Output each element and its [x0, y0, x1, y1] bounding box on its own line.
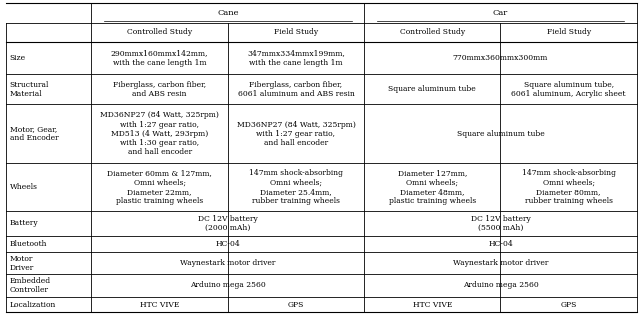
Text: Waynestark motor driver: Waynestark motor driver	[452, 259, 548, 267]
Text: Field Study: Field Study	[274, 29, 318, 36]
Text: Embedded
Controller: Embedded Controller	[10, 277, 51, 294]
Text: Localization: Localization	[10, 300, 56, 309]
Text: GPS: GPS	[561, 300, 577, 309]
Text: Controlled Study: Controlled Study	[127, 29, 192, 36]
Text: Fiberglass, carbon fiber,
6061 aluminum and ABS resin: Fiberglass, carbon fiber, 6061 aluminum …	[237, 81, 355, 98]
Text: Square aluminum tube: Square aluminum tube	[388, 85, 476, 93]
Text: DC 12V battery
(2000 mAh): DC 12V battery (2000 mAh)	[198, 215, 258, 232]
Text: Diameter 60mm & 127mm,
Omni wheels;
Diameter 22mm,
plastic training wheels: Diameter 60mm & 127mm, Omni wheels; Diam…	[108, 169, 212, 205]
Text: Fiberglass, carbon fiber,
and ABS resin: Fiberglass, carbon fiber, and ABS resin	[113, 81, 206, 98]
Text: GPS: GPS	[288, 300, 304, 309]
Text: HC-04: HC-04	[488, 240, 513, 248]
Text: MD36NP27 (84 Watt, 325rpm)
with 1:27 gear ratio,
MD513 (4 Watt, 293rpm)
with 1:3: MD36NP27 (84 Watt, 325rpm) with 1:27 gea…	[100, 111, 219, 156]
Text: Structural
Material: Structural Material	[10, 81, 49, 98]
Text: Cane: Cane	[217, 9, 239, 17]
Text: HC-04: HC-04	[216, 240, 240, 248]
Text: Car: Car	[493, 9, 508, 17]
Text: Diameter 127mm,
Omni wheels;
Diameter 48mm,
plastic training wheels: Diameter 127mm, Omni wheels; Diameter 48…	[388, 169, 476, 205]
Text: Controlled Study: Controlled Study	[400, 29, 465, 36]
Text: 290mmx160mmx142mm,
with the cane length 1m: 290mmx160mmx142mm, with the cane length …	[111, 49, 209, 67]
Text: DC 12V battery
(5500 mAh): DC 12V battery (5500 mAh)	[470, 215, 531, 232]
Text: HTC VIVE: HTC VIVE	[413, 300, 452, 309]
Text: Waynestark motor driver: Waynestark motor driver	[180, 259, 275, 267]
Text: Wheels: Wheels	[10, 183, 38, 191]
Text: 347mmx334mmx199mm,
with the cane length 1m: 347mmx334mmx199mm, with the cane length …	[247, 49, 345, 67]
Text: Arduino mega 2560: Arduino mega 2560	[190, 281, 266, 290]
Text: Size: Size	[10, 54, 26, 62]
Text: Battery: Battery	[10, 219, 38, 227]
Text: Motor, Gear,
and Encoder: Motor, Gear, and Encoder	[10, 125, 58, 142]
Text: 147mm shock-absorbing
Omni wheels;
Diameter 80mm,
rubber training wheels: 147mm shock-absorbing Omni wheels; Diame…	[522, 169, 616, 205]
Text: HTC VIVE: HTC VIVE	[140, 300, 179, 309]
Text: MD36NP27 (84 Watt, 325rpm)
with 1:27 gear ratio,
and hall encoder: MD36NP27 (84 Watt, 325rpm) with 1:27 gea…	[237, 121, 355, 147]
Text: Square aluminum tube,
6061 aluminum, Acrylic sheet: Square aluminum tube, 6061 aluminum, Acr…	[511, 81, 626, 98]
Text: 770mmx360mmx300mm: 770mmx360mmx300mm	[452, 54, 548, 62]
Text: 147mm shock-absorbing
Omni wheels;
Diameter 25.4mm,
rubber training wheels: 147mm shock-absorbing Omni wheels; Diame…	[249, 169, 343, 205]
Text: Bluetooth: Bluetooth	[10, 240, 47, 248]
Text: Motor
Driver: Motor Driver	[10, 255, 34, 272]
Text: Arduino mega 2560: Arduino mega 2560	[463, 281, 538, 290]
Text: Field Study: Field Study	[547, 29, 591, 36]
Text: Square aluminum tube: Square aluminum tube	[456, 130, 545, 138]
